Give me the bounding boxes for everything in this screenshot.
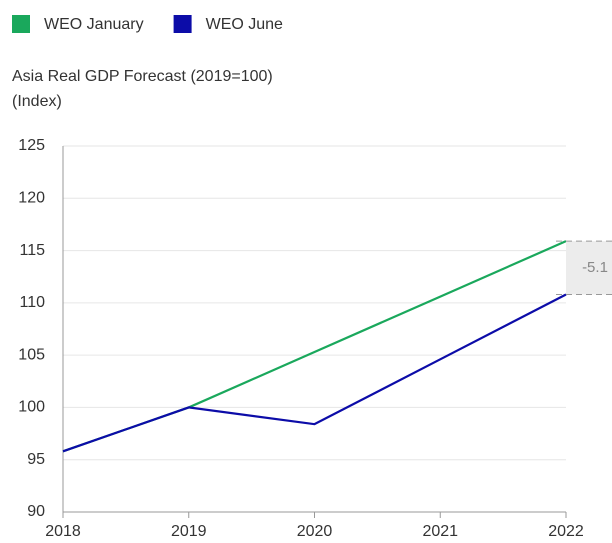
y-tick-label: 120 bbox=[18, 190, 45, 207]
legend-label: WEO January bbox=[44, 16, 144, 33]
y-tick-label: 110 bbox=[19, 294, 45, 311]
y-axis-label: (Index) bbox=[12, 93, 62, 110]
line bbox=[62, 240, 567, 453]
x-tick-label: 2021 bbox=[422, 523, 458, 540]
line bbox=[62, 293, 567, 453]
y-tick-label: 105 bbox=[18, 346, 45, 363]
y-tick-label: 90 bbox=[27, 503, 45, 520]
legend-swatch bbox=[173, 15, 192, 33]
y-tick-label: 100 bbox=[18, 399, 45, 416]
legend-swatch bbox=[12, 15, 30, 33]
x-tick-label: 2022 bbox=[548, 523, 584, 540]
x-tick-label: 2020 bbox=[297, 523, 333, 540]
legend-label: WEO June bbox=[206, 16, 283, 33]
annotation: -5.1 bbox=[582, 259, 608, 276]
x-tick-label: 2018 bbox=[45, 523, 81, 540]
x-tick-label: 2019 bbox=[171, 523, 207, 540]
annotation-box bbox=[566, 241, 612, 295]
y-tick-label: 125 bbox=[18, 137, 45, 154]
y-tick-label: 115 bbox=[19, 242, 45, 259]
y-tick-label: 95 bbox=[27, 451, 45, 468]
chart-title: Asia Real GDP Forecast (2019=100) bbox=[12, 68, 273, 85]
